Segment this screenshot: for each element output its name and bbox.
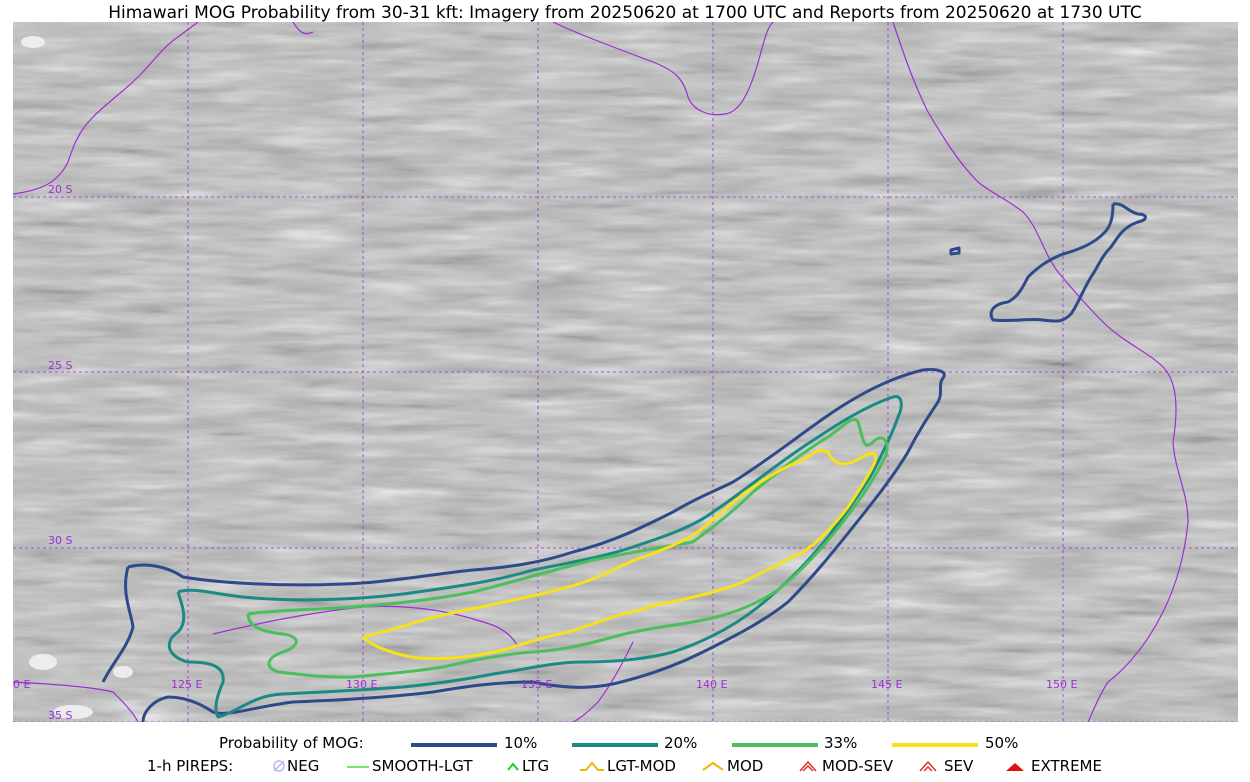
- swatch-10: [411, 743, 497, 747]
- lgt-mod-icon: [580, 761, 604, 771]
- pirep-label-lgt-mod: LGT-MOD: [607, 757, 676, 775]
- cloud-speckle: [21, 36, 133, 719]
- pirep-label-smooth-lgt: SMOOTH-LGT: [372, 757, 473, 775]
- probability-legend-title: Probability of MOG:: [219, 734, 364, 752]
- smooth-lgt-icon: [347, 766, 369, 768]
- legend-label-50: 50%: [985, 734, 1019, 752]
- pirep-label-sev: SEV: [944, 757, 974, 775]
- contour-10-main: [101, 368, 946, 722]
- sev-icon: [919, 760, 937, 772]
- lat-label-30s: 30 S: [48, 534, 72, 547]
- lon-label-150e: 150 E: [1046, 678, 1077, 691]
- pirep-label-neg: NEG: [287, 757, 320, 775]
- neg-icon: [273, 760, 285, 772]
- pirep-label-extreme: EXTREME: [1031, 757, 1102, 775]
- lat-label-25s: 25 S: [48, 359, 72, 372]
- contour-33: [246, 418, 889, 679]
- legend-label-10: 10%: [504, 734, 538, 752]
- lat-label-35s: 35 S: [48, 709, 72, 722]
- probability-legend: Probability of MOG: 10% 20% 33% 50%: [0, 734, 1250, 754]
- contour-50: [361, 448, 878, 661]
- lat-label-20s: 20 S: [48, 183, 72, 196]
- pirep-legend: 1-h PIREPS: NEG SMOOTH-LGT LTG LGT-MOD M…: [0, 757, 1250, 777]
- map-canvas: 20 S 25 S 30 S 35 S 120 E 125 E 130 E 13…: [13, 22, 1238, 722]
- lon-label-135e: 135 E: [521, 678, 552, 691]
- pirep-label-ltg: LTG: [522, 757, 550, 775]
- pirep-label-mod-sev: MOD-SEV: [822, 757, 893, 775]
- contour-10-spot: [949, 246, 961, 256]
- mod-icon: [702, 761, 724, 771]
- swatch-50: [892, 743, 978, 747]
- swatch-20: [572, 743, 658, 747]
- lon-label-120e: 120 E: [13, 678, 30, 691]
- pirep-legend-title: 1-h PIREPS:: [147, 757, 234, 775]
- map-title: Himawari MOG Probability from 30-31 kft:…: [108, 3, 1142, 23]
- ltg-icon: [507, 762, 519, 771]
- mod-sev-icon: [799, 760, 817, 772]
- lon-label-140e: 140 E: [696, 678, 727, 691]
- swatch-33: [732, 743, 818, 747]
- coastlines: [13, 22, 1189, 722]
- lon-label-130e: 130 E: [346, 678, 377, 691]
- contour-20: [167, 395, 903, 719]
- extreme-icon: [1006, 763, 1024, 771]
- mog-contours: [101, 202, 1147, 722]
- lon-label-145e: 145 E: [871, 678, 902, 691]
- lon-label-125e: 125 E: [171, 678, 202, 691]
- contour-10-ne: [989, 202, 1147, 323]
- satellite-map: 20 S 25 S 30 S 35 S 120 E 125 E 130 E 13…: [13, 22, 1238, 722]
- legend-label-20: 20%: [664, 734, 698, 752]
- pirep-label-mod: MOD: [727, 757, 764, 775]
- legend-label-33: 33%: [824, 734, 858, 752]
